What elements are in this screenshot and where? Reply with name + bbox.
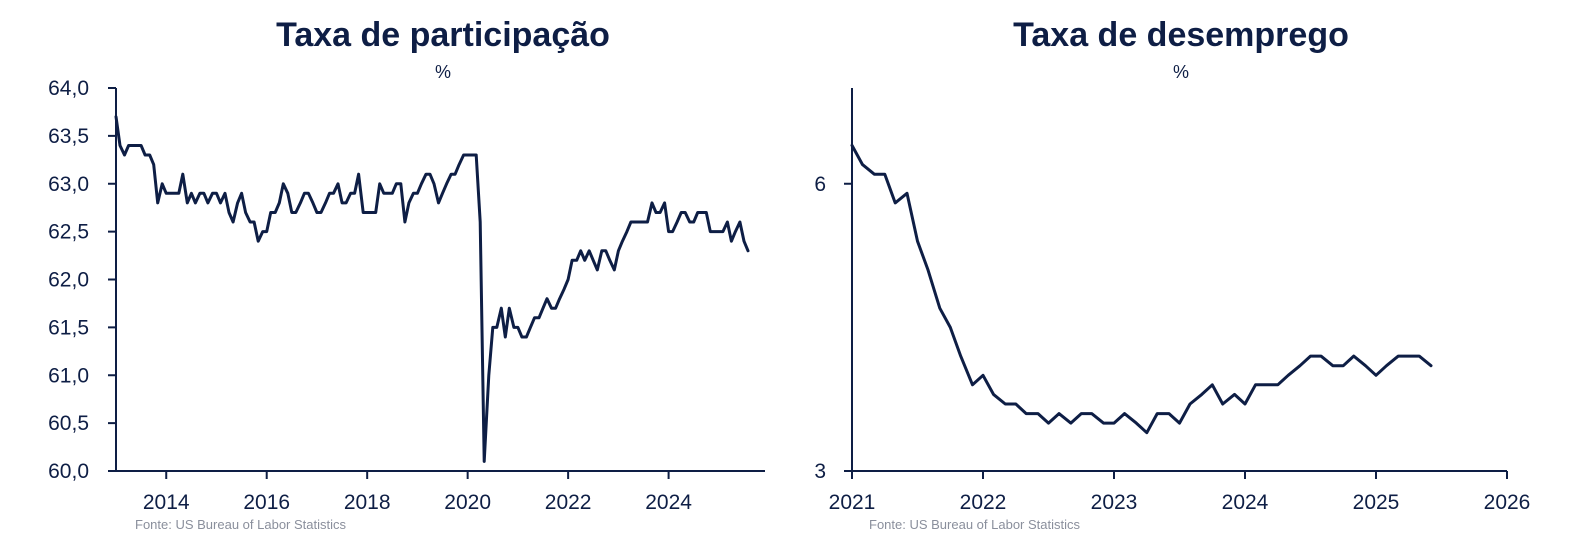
participation-series bbox=[114, 115, 750, 463]
unemployment-series-line bbox=[850, 143, 1433, 435]
participation-x-ticks: 2014 2016 2018 2020 2022 2024 bbox=[143, 471, 692, 514]
participation-x-tick-label: 2020 bbox=[444, 491, 491, 514]
participation-y-tick-label: 63,0 bbox=[48, 173, 89, 196]
participation-x-tick-label: 2018 bbox=[344, 491, 391, 514]
participation-x-tick-label: 2022 bbox=[545, 491, 592, 514]
unemployment-x-tick-label: 2024 bbox=[1222, 491, 1269, 514]
participation-y-tick-label: 61,0 bbox=[48, 364, 89, 387]
participation-x-tick-label: 2016 bbox=[243, 491, 290, 514]
participation-y-tick-label: 60,0 bbox=[48, 460, 89, 483]
participation-y-tick-label: 61,5 bbox=[48, 316, 89, 339]
unemployment-x-ticks: 2021 2022 2023 2024 2025 2026 bbox=[829, 471, 1531, 514]
unemployment-unit-label: % bbox=[1173, 62, 1189, 82]
unemployment-x-tick-label: 2022 bbox=[960, 491, 1007, 514]
participation-source: Fonte: US Bureau of Labor Statistics bbox=[135, 517, 346, 532]
unemployment-y-ticks: 36 bbox=[814, 173, 852, 483]
participation-y-tick-label: 64,0 bbox=[48, 77, 89, 100]
unemployment-title: Taxa de desemprego bbox=[1013, 16, 1349, 54]
unemployment-series bbox=[850, 143, 1433, 435]
unemployment-x-tick-label: 2021 bbox=[829, 491, 876, 514]
unemployment-y-tick-label: 6 bbox=[814, 173, 826, 196]
unemployment-chart: Taxa de desemprego % 36 2021 2022 2023 2024… bbox=[814, 16, 1530, 532]
participation-chart: Taxa de participação % 60,060,561,061,56… bbox=[48, 16, 765, 532]
participation-x-tick-label: 2024 bbox=[645, 491, 692, 514]
participation-title: Taxa de participação bbox=[276, 16, 610, 54]
participation-x-tick-label: 2014 bbox=[143, 491, 190, 514]
participation-y-tick-label: 63,5 bbox=[48, 125, 89, 148]
unemployment-x-tick-label: 2026 bbox=[1484, 491, 1531, 514]
unemployment-y-tick-label: 3 bbox=[814, 460, 826, 483]
unemployment-source: Fonte: US Bureau of Labor Statistics bbox=[869, 517, 1080, 532]
unemployment-x-tick-label: 2023 bbox=[1091, 491, 1138, 514]
participation-y-tick-label: 60,5 bbox=[48, 412, 89, 435]
participation-series-line bbox=[114, 115, 750, 463]
unemployment-x-tick-label: 2025 bbox=[1353, 491, 1400, 514]
participation-y-tick-label: 62,0 bbox=[48, 269, 89, 292]
participation-unit-label: % bbox=[435, 62, 451, 82]
participation-y-ticks: 60,0 60,5 61,0 61,5 62,0 62,5 63,0 63,5 64,0 bbox=[48, 77, 116, 483]
participation-y-tick-label: 62,5 bbox=[48, 221, 89, 244]
